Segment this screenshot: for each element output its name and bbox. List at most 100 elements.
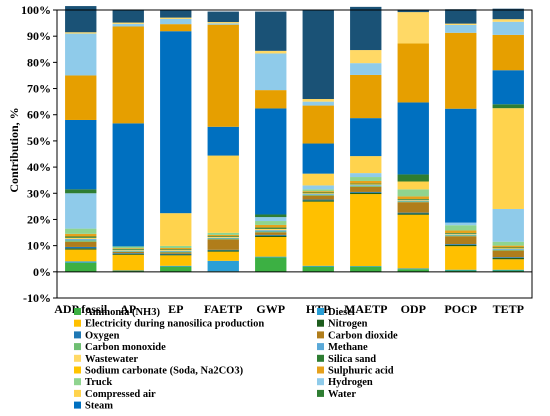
legend-swatch: [74, 343, 81, 351]
y-axis-label: Contribution, %: [7, 107, 21, 192]
bar-segment: [160, 249, 192, 251]
legend-label: Sulphuric acid: [328, 366, 394, 377]
bar-segment: [397, 174, 429, 182]
legend-swatch: [317, 366, 324, 374]
bar-segment: [207, 234, 239, 237]
bar-segment: [255, 108, 287, 215]
legend-label: Truck: [85, 377, 112, 388]
bar-segment: [255, 257, 287, 272]
bar-segment: [350, 156, 382, 174]
bar-segment: [492, 249, 524, 251]
bar-segment: [492, 247, 524, 249]
bar-segment: [492, 104, 524, 109]
bar-segment: [65, 233, 97, 237]
bar-segment: [445, 236, 477, 245]
bar-segment: [207, 237, 239, 239]
bar-segment: [255, 224, 287, 228]
bar-segment: [160, 247, 192, 250]
bar-segment: [492, 248, 524, 250]
bar-segment: [112, 254, 144, 271]
bar-segment: [207, 260, 239, 272]
legend-label: Oxygen: [85, 330, 120, 341]
bar-segment: [445, 269, 477, 271]
bar-segment: [255, 235, 287, 237]
x-tick-label: POCP: [444, 302, 477, 316]
bar-segment: [445, 230, 477, 234]
bar-segment: [302, 195, 334, 200]
bar-segment: [65, 228, 97, 234]
bar-segment: [65, 249, 97, 262]
bar-segment: [207, 126, 239, 156]
bar-segment: [350, 118, 382, 157]
x-tick-label: GWP: [256, 302, 285, 316]
bar-segment: [445, 244, 477, 247]
bar-segment: [492, 241, 524, 246]
bar-segment: [492, 259, 524, 270]
bar-segment: [445, 235, 477, 237]
legend-swatch: [74, 319, 81, 327]
bar-segment: [350, 63, 382, 75]
bar-segment: [65, 119, 97, 190]
bar-segment: [112, 254, 144, 255]
bar-segment: [397, 199, 429, 201]
bar-segment: [302, 10, 334, 100]
bars: [65, 6, 524, 272]
bar-segment: [65, 240, 97, 242]
bar-segment: [350, 186, 382, 192]
bar-segment: [397, 269, 429, 272]
bar-segment: [397, 200, 429, 202]
y-tick-label: 30%: [27, 186, 51, 200]
bar-segment: [492, 108, 524, 209]
bar-segment: [65, 246, 97, 249]
bar-segment: [445, 270, 477, 272]
legend-label: Wastewater: [85, 354, 138, 365]
bar-segment: [255, 50, 287, 54]
bar-segment: [445, 108, 477, 223]
y-tick-label: 80%: [27, 55, 51, 69]
legend-swatch: [74, 308, 81, 315]
bar-segment: [302, 199, 334, 201]
legend-swatch: [74, 401, 81, 409]
x-tick-label: ADP fossil: [54, 302, 108, 316]
bar-segment: [445, 234, 477, 236]
bar-segment: [350, 185, 382, 186]
bar-segment: [255, 230, 287, 232]
x-tick-label: TETP: [493, 302, 524, 316]
legend-swatch: [317, 308, 324, 315]
y-tick-label: 0%: [33, 265, 51, 279]
legend-label: Steam: [85, 401, 113, 412]
bar-segment: [207, 250, 239, 252]
x-tick-label: ODP: [401, 302, 426, 316]
bar-segment: [397, 213, 429, 215]
bar-segment: [160, 18, 192, 25]
bar-segment: [350, 266, 382, 267]
x-tick-label: AP: [120, 302, 136, 316]
bar-segment: [302, 99, 334, 102]
bar-segment: [397, 102, 429, 175]
bar-segment: [397, 201, 429, 203]
bar-segment: [492, 257, 524, 260]
bar-segment: [160, 213, 192, 246]
bar-segment: [492, 8, 524, 20]
y-tick-label: 50%: [27, 134, 51, 148]
y-tick-label: 20%: [27, 212, 51, 226]
bar-segment: [350, 173, 382, 178]
bar-segment: [492, 249, 524, 250]
y-tick-label: 100%: [21, 3, 51, 17]
bar-segment: [207, 155, 239, 233]
y-axis-ticks: -10% 0% 10% 20% 30% 40% 50% 60% 70% 80% 90% 100%: [21, 3, 57, 305]
bar-segment: [492, 257, 524, 258]
bar-segment: [350, 194, 382, 267]
bar-segment: [492, 269, 524, 271]
legend-swatch: [317, 389, 324, 397]
legend-label: Diesel: [328, 307, 355, 318]
bar-segment: [350, 50, 382, 64]
bar-segment: [302, 200, 334, 202]
bar-segment: [302, 189, 334, 192]
bar-segment: [65, 32, 97, 34]
legend-swatch: [74, 331, 81, 339]
bar-segment: [65, 33, 97, 76]
bar-segment: [302, 194, 334, 196]
bar-segment: [445, 24, 477, 33]
bar-segment: [255, 53, 287, 91]
